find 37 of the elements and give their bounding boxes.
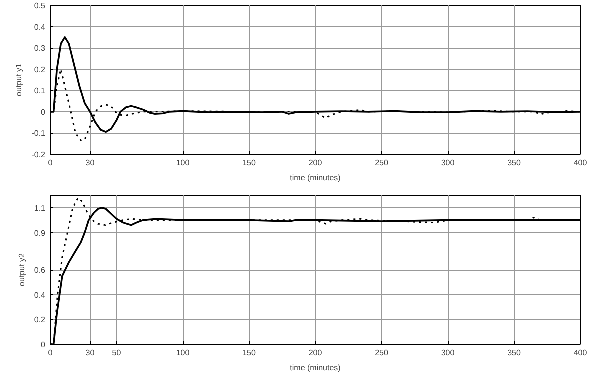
x-tick-label: 100 bbox=[176, 348, 190, 358]
y-tick-label: 0 bbox=[41, 108, 46, 117]
y-tick-label: 0.3 bbox=[34, 44, 46, 54]
x-tick-label: 300 bbox=[441, 158, 456, 168]
x-tick-label: 350 bbox=[508, 158, 522, 168]
y-tick-label: 0.2 bbox=[34, 65, 46, 74]
x-axis-title: time (minutes) bbox=[290, 174, 342, 182]
y-axis-title: output y2 bbox=[17, 252, 26, 286]
x-tick-label: 0 bbox=[48, 348, 54, 358]
x-tick-label: 150 bbox=[242, 158, 256, 168]
x-tick-label: 30 bbox=[86, 158, 96, 168]
x-tick-label: 30 bbox=[86, 348, 96, 358]
y-tick-label: 0.5 bbox=[34, 2, 46, 10]
x-tick-label: 400 bbox=[574, 348, 588, 358]
y-tick-label: 0.4 bbox=[34, 290, 46, 300]
y-tick-label: 0 bbox=[41, 340, 46, 350]
x-tick-label: 300 bbox=[441, 348, 456, 358]
y-tick-label: 0.9 bbox=[34, 228, 46, 238]
y-tick-label: 0.1 bbox=[34, 86, 46, 96]
x-tick-label: 350 bbox=[508, 348, 522, 358]
y-tick-label: -0.1 bbox=[32, 129, 46, 138]
y-tick-label: -0.2 bbox=[32, 150, 46, 160]
x-tick-label: 200 bbox=[308, 348, 323, 358]
y-axis-title: output y1 bbox=[14, 62, 24, 96]
x-tick-label: 100 bbox=[176, 158, 190, 168]
x-tick-label: 150 bbox=[242, 348, 256, 358]
x-tick-label: 250 bbox=[375, 348, 389, 358]
y-tick-label: 1.1 bbox=[34, 204, 46, 213]
x-tick-label: 200 bbox=[308, 158, 323, 168]
x-tick-label: 400 bbox=[574, 158, 588, 168]
y-tick-label: 0.4 bbox=[34, 22, 46, 32]
y-tick-label: 0.2 bbox=[34, 316, 46, 325]
x-tick-label: 50 bbox=[112, 348, 122, 358]
y-tick-label: 0.6 bbox=[34, 266, 46, 275]
x-axis-title: time (minutes) bbox=[290, 364, 342, 372]
x-tick-label: 250 bbox=[375, 158, 389, 168]
x-tick-label: 0 bbox=[48, 158, 54, 168]
